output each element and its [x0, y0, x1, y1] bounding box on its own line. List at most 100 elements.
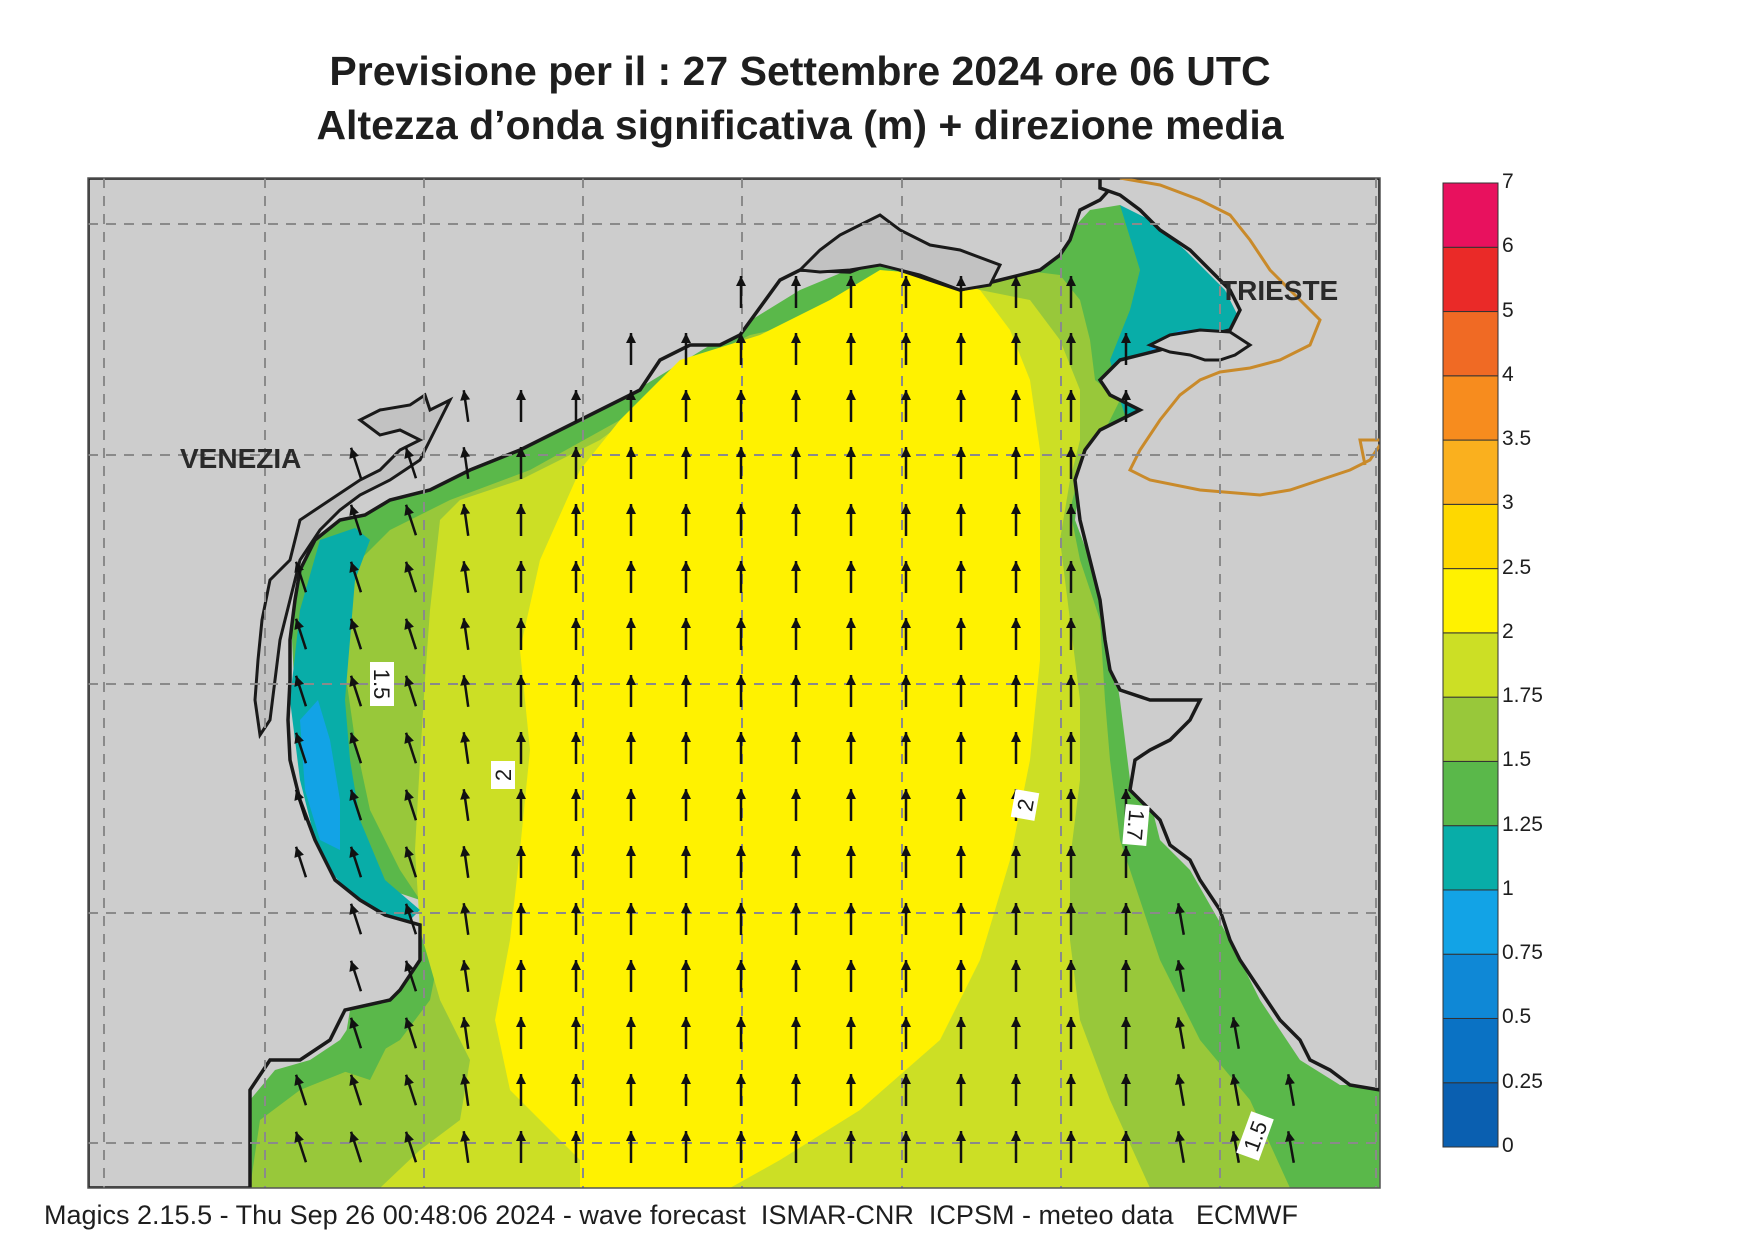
wave-arrow-head: [460, 447, 471, 458]
wave-arrow-head: [846, 960, 856, 970]
colorbar-tick-label: 2.5: [1502, 555, 1532, 579]
wave-arrow-head: [901, 1074, 911, 1084]
wave-arrow-head: [626, 960, 636, 970]
wave-arrow-head: [1066, 504, 1076, 514]
wave-arrow-head: [1011, 903, 1021, 913]
wave-arrow-head: [571, 675, 581, 685]
band-0.75-1.0-west: [300, 700, 340, 850]
wave-arrow-head: [349, 504, 359, 516]
colorbar-tick-label: 0.5: [1502, 1005, 1532, 1029]
wave-arrow-head: [460, 1017, 471, 1028]
wave-arrow-head: [1066, 960, 1076, 970]
wave-arrow-head: [1011, 1017, 1021, 1027]
wave-arrow-head: [791, 846, 801, 856]
svg-text:2: 2: [491, 769, 516, 781]
wave-arrow-head: [956, 732, 966, 742]
band-2-2.5: [495, 270, 1040, 1188]
wave-arrow-head: [460, 504, 471, 515]
wave-arrow-head: [626, 561, 636, 571]
wave-arrow-head: [791, 333, 801, 343]
city-label-trieste: TRIESTE: [1220, 275, 1338, 306]
contour-label: 1.7: [1122, 804, 1150, 846]
wave-arrow-head: [846, 618, 856, 628]
colorbar-tick-label: 1.25: [1502, 812, 1543, 836]
wave-arrow-head: [626, 1131, 636, 1141]
colorbar-tick-label: 1.75: [1502, 684, 1543, 708]
wave-arrow-head: [516, 561, 526, 571]
wave-arrow-head: [460, 390, 471, 401]
wave-arrow-head: [846, 276, 856, 286]
wave-arrow-head: [404, 1074, 414, 1086]
wave-arrow-head: [516, 390, 526, 400]
colorbar-tick-label: 3.5: [1502, 427, 1532, 451]
wave-arrow-head: [516, 447, 526, 457]
colorbar-tick-label: 4: [1502, 362, 1514, 386]
wave-arrow-head: [736, 1131, 746, 1141]
wave-arrow-head: [571, 903, 581, 913]
north-lagoon: [796, 213, 1003, 292]
wave-arrow-head: [681, 1074, 691, 1084]
wave-arrow-head: [901, 504, 911, 514]
wave-arrow-head: [1011, 561, 1021, 571]
wave-arrow-head: [626, 618, 636, 628]
wave-arrow-head: [681, 333, 691, 343]
wave-arrow-head: [1066, 333, 1076, 343]
wave-arrow-head: [956, 903, 966, 913]
colorbar-swatch: [1442, 696, 1499, 762]
wave-arrow-head: [349, 1017, 359, 1029]
wave-arrow-head: [736, 447, 746, 457]
wave-arrow-head: [516, 618, 526, 628]
wave-arrow-head: [1285, 1074, 1295, 1085]
wave-arrow-head: [349, 960, 359, 972]
wave-arrow-head: [681, 561, 691, 571]
wave-arrow-head: [736, 504, 746, 514]
wave-arrow-head: [571, 846, 581, 856]
wave-arrow-head: [294, 1131, 304, 1143]
wave-arrow-head: [681, 789, 691, 799]
wave-arrow-head: [460, 732, 471, 743]
venice-lagoon: [253, 392, 454, 740]
wave-arrow-head: [956, 561, 966, 571]
wave-arrow-head: [1175, 1131, 1185, 1142]
wave-arrow-head: [736, 1074, 746, 1084]
wave-arrow-head: [626, 675, 636, 685]
wave-arrow-head: [460, 1074, 471, 1085]
wave-arrow-head: [1066, 675, 1076, 685]
colorbar-tick-label: 1.5: [1502, 748, 1532, 772]
wave-arrow-head: [571, 390, 581, 400]
colorbar-tick-label: 7: [1502, 170, 1514, 193]
wave-arrow-head: [791, 504, 801, 514]
wave-arrow-head: [681, 504, 691, 514]
wave-arrow-head: [956, 789, 966, 799]
wave-arrow-head: [791, 390, 801, 400]
wave-arrow-head: [956, 1131, 966, 1141]
wave-arrow-head: [626, 903, 636, 913]
wave-arrow-head: [956, 390, 966, 400]
wave-arrow-head: [460, 960, 471, 971]
wave-arrow-head: [571, 1131, 581, 1141]
wave-arrow-head: [791, 1074, 801, 1084]
wave-arrow-head: [626, 447, 636, 457]
wave-arrow-head: [1121, 1074, 1131, 1084]
wave-arrow-head: [460, 618, 471, 629]
wave-arrow-head: [736, 276, 746, 286]
wave-arrow-head: [1011, 618, 1021, 628]
wave-arrow-head: [956, 960, 966, 970]
wave-arrow-head: [516, 1017, 526, 1027]
wave-arrow-head: [791, 732, 801, 742]
wave-arrow-head: [516, 903, 526, 913]
colorbar-swatch: [1442, 246, 1499, 313]
wave-arrow-head: [681, 960, 691, 970]
wave-arrow-head: [571, 732, 581, 742]
wave-arrow-head: [1121, 333, 1131, 343]
wave-arrow-head: [791, 276, 801, 286]
wave-arrow-head: [736, 390, 746, 400]
wave-arrow-head: [571, 618, 581, 628]
istria-coast: [1073, 178, 1380, 1092]
wave-arrow-head: [681, 390, 691, 400]
forecast-subtitle: Altezza d’onda significativa (m) + direz…: [316, 102, 1284, 148]
svg-text:2: 2: [1012, 797, 1039, 813]
wave-arrow-head: [1011, 732, 1021, 742]
wave-arrow-head: [460, 1131, 471, 1142]
wave-arrow-head: [681, 732, 691, 742]
